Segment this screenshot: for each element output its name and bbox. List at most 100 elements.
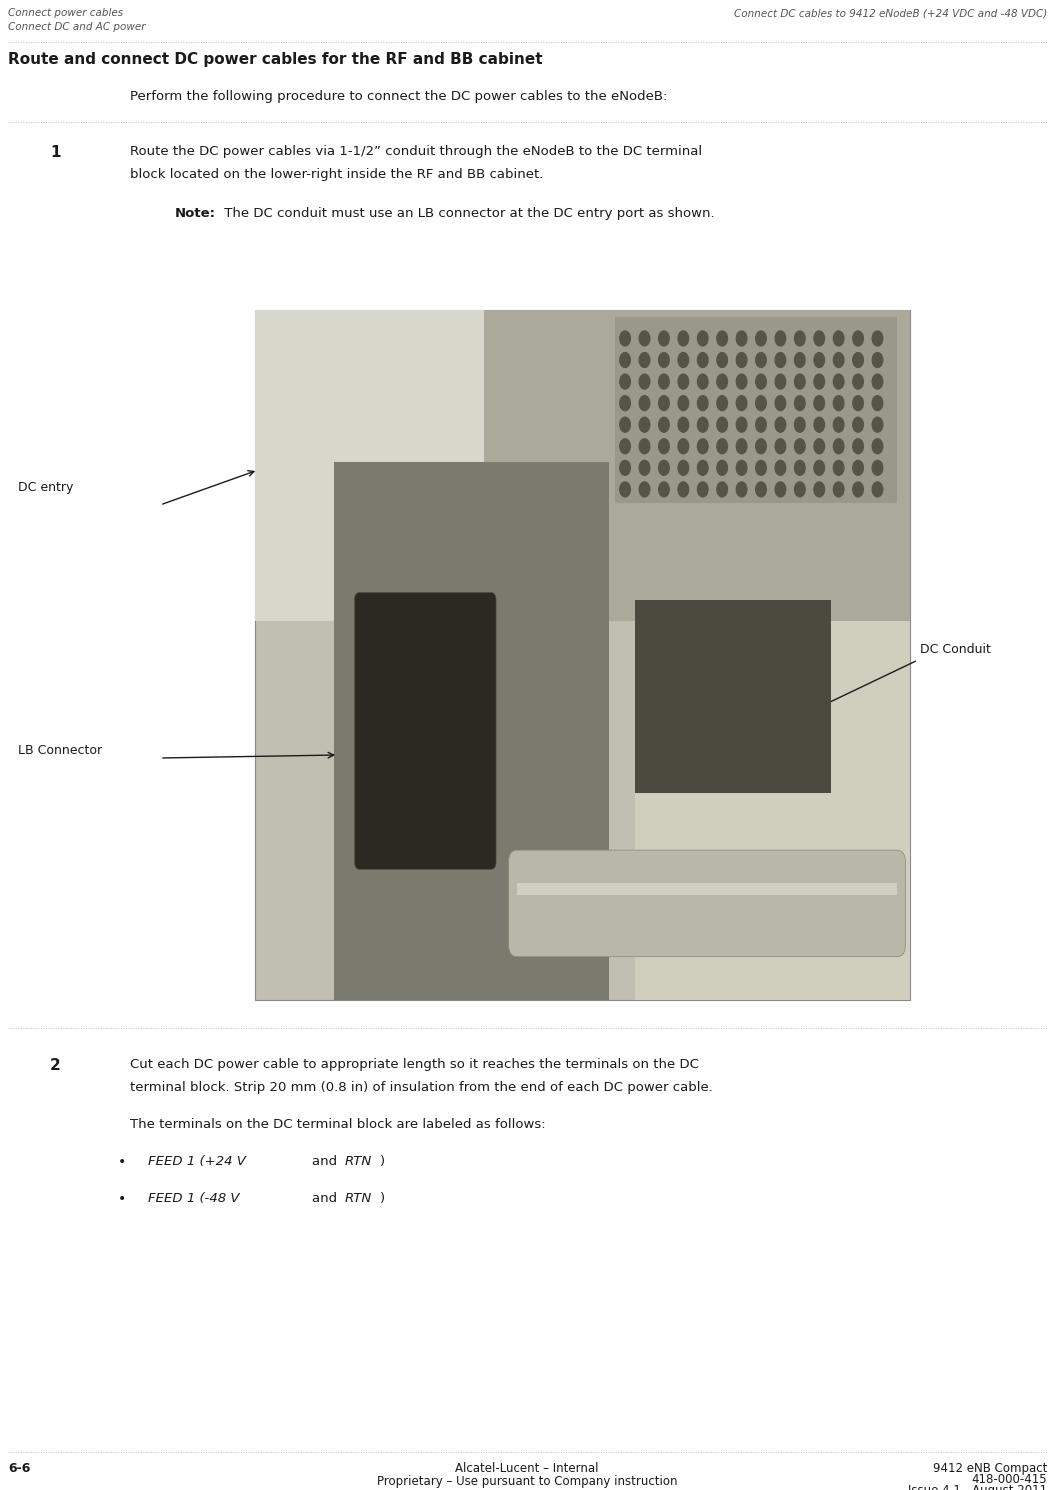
Circle shape [678,331,689,346]
Circle shape [619,331,630,346]
Text: Proprietary – Use pursuant to Company instruction: Proprietary – Use pursuant to Company in… [377,1475,677,1489]
Circle shape [872,353,883,368]
Bar [484,310,910,620]
Circle shape [619,396,630,411]
Circle shape [678,417,689,432]
Circle shape [852,481,863,496]
Text: •: • [118,1192,127,1205]
Circle shape [872,440,883,454]
Text: ): ) [380,1155,385,1168]
Circle shape [794,481,805,496]
Text: terminal block. Strip 20 mm (0.8 in) of insulation from the end of each DC power: terminal block. Strip 20 mm (0.8 in) of … [130,1082,713,1094]
Circle shape [814,460,825,475]
Circle shape [619,353,630,368]
Circle shape [639,353,650,368]
Circle shape [639,417,650,432]
Circle shape [717,417,728,432]
Circle shape [717,460,728,475]
Circle shape [755,417,766,432]
Text: RTN: RTN [345,1192,372,1205]
Circle shape [755,353,766,368]
Circle shape [755,331,766,346]
Text: and: and [312,1155,342,1168]
FancyBboxPatch shape [509,851,905,957]
Circle shape [697,481,708,496]
Circle shape [872,460,883,475]
Circle shape [794,440,805,454]
Bar [333,462,609,1000]
Bar [635,620,910,1000]
Circle shape [833,374,844,389]
Text: The terminals on the DC terminal block are labeled as follows:: The terminals on the DC terminal block a… [130,1118,545,1131]
Circle shape [639,396,650,411]
Circle shape [755,481,766,496]
Text: 418-000-415: 418-000-415 [972,1474,1047,1486]
Circle shape [852,331,863,346]
Circle shape [639,460,650,475]
Circle shape [678,481,689,496]
Circle shape [697,374,708,389]
Text: 2: 2 [50,1058,61,1073]
Text: ): ) [380,1192,385,1205]
Circle shape [814,353,825,368]
Circle shape [794,353,805,368]
Text: The DC conduit must use an LB connector at the DC entry port as shown.: The DC conduit must use an LB connector … [220,207,714,221]
Text: Issue 4.1   August 2011: Issue 4.1 August 2011 [908,1484,1047,1490]
Circle shape [775,460,786,475]
Circle shape [833,396,844,411]
Bar [615,317,897,504]
Circle shape [794,396,805,411]
Text: and: and [312,1192,342,1205]
Circle shape [872,396,883,411]
Circle shape [678,353,689,368]
Circle shape [814,417,825,432]
Circle shape [814,374,825,389]
Text: Connect DC and AC power: Connect DC and AC power [8,22,146,31]
Text: 9412 eNB Compact: 9412 eNB Compact [933,1462,1047,1475]
Circle shape [639,481,650,496]
Text: Perform the following procedure to connect the DC power cables to the eNodeB:: Perform the following procedure to conne… [130,89,668,103]
Text: Connect DC cables to 9412 eNodeB (+24 VDC and -48 VDC): Connect DC cables to 9412 eNodeB (+24 VD… [733,7,1047,18]
Circle shape [833,417,844,432]
Circle shape [755,440,766,454]
Circle shape [658,331,669,346]
Circle shape [736,353,747,368]
Circle shape [775,374,786,389]
Bar [255,310,484,620]
Circle shape [717,374,728,389]
Circle shape [833,353,844,368]
Circle shape [619,440,630,454]
Circle shape [794,374,805,389]
Text: Connect power cables: Connect power cables [8,7,123,18]
Circle shape [619,417,630,432]
Bar [635,600,831,793]
Circle shape [697,353,708,368]
Text: 6-6: 6-6 [8,1462,31,1475]
Circle shape [775,396,786,411]
FancyBboxPatch shape [354,593,496,870]
Circle shape [736,481,747,496]
Circle shape [736,396,747,411]
Circle shape [619,460,630,475]
Circle shape [833,331,844,346]
Circle shape [794,331,805,346]
Text: Note:: Note: [175,207,216,221]
Circle shape [736,417,747,432]
Circle shape [775,331,786,346]
Text: 1: 1 [50,145,60,159]
Circle shape [814,481,825,496]
Circle shape [697,396,708,411]
Circle shape [833,481,844,496]
Circle shape [658,417,669,432]
Circle shape [852,353,863,368]
Circle shape [814,331,825,346]
Circle shape [678,396,689,411]
Circle shape [736,331,747,346]
Circle shape [658,440,669,454]
Circle shape [658,396,669,411]
Circle shape [833,460,844,475]
Circle shape [678,460,689,475]
Text: LB Connector: LB Connector [18,744,102,757]
Circle shape [658,481,669,496]
Circle shape [775,481,786,496]
